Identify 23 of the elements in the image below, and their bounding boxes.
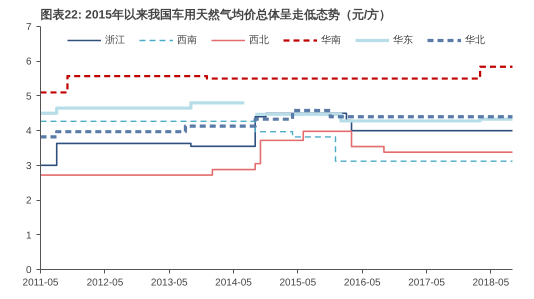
- legend-label: 西南: [177, 34, 197, 47]
- y-tick-label: 3: [26, 160, 32, 172]
- y-tick-label: 2: [26, 196, 32, 207]
- legend-label: 华东: [393, 34, 413, 47]
- y-tick-label: 5: [26, 91, 32, 102]
- legend-label: 华北: [465, 34, 485, 47]
- y-tick-label: 4: [26, 126, 32, 138]
- y-tick-label: 0: [26, 265, 32, 276]
- y-tick-label: 6: [26, 56, 32, 68]
- x-tick-label: 2012-05: [86, 278, 124, 288]
- chart-title: 图表22: 2015年以来我国车用天然气均价总体呈走低态势（元/方）: [40, 8, 392, 22]
- x-tick-label: 2011-05: [22, 278, 59, 288]
- x-tick-label: 2014-05: [215, 278, 252, 288]
- legend-label: 浙江: [105, 34, 125, 47]
- y-tick-label: 7: [26, 22, 32, 33]
- x-tick-label: 2017-05: [408, 278, 446, 288]
- legend-label: 西北: [249, 34, 269, 47]
- x-tick-label: 2015-05: [279, 278, 317, 288]
- x-tick-label: 2013-05: [150, 278, 188, 288]
- x-tick-label: 2018-05: [472, 278, 510, 288]
- legend-label: 华南: [321, 34, 341, 47]
- x-tick-label: 2016-05: [344, 278, 382, 288]
- y-tick-label: 1: [26, 230, 32, 242]
